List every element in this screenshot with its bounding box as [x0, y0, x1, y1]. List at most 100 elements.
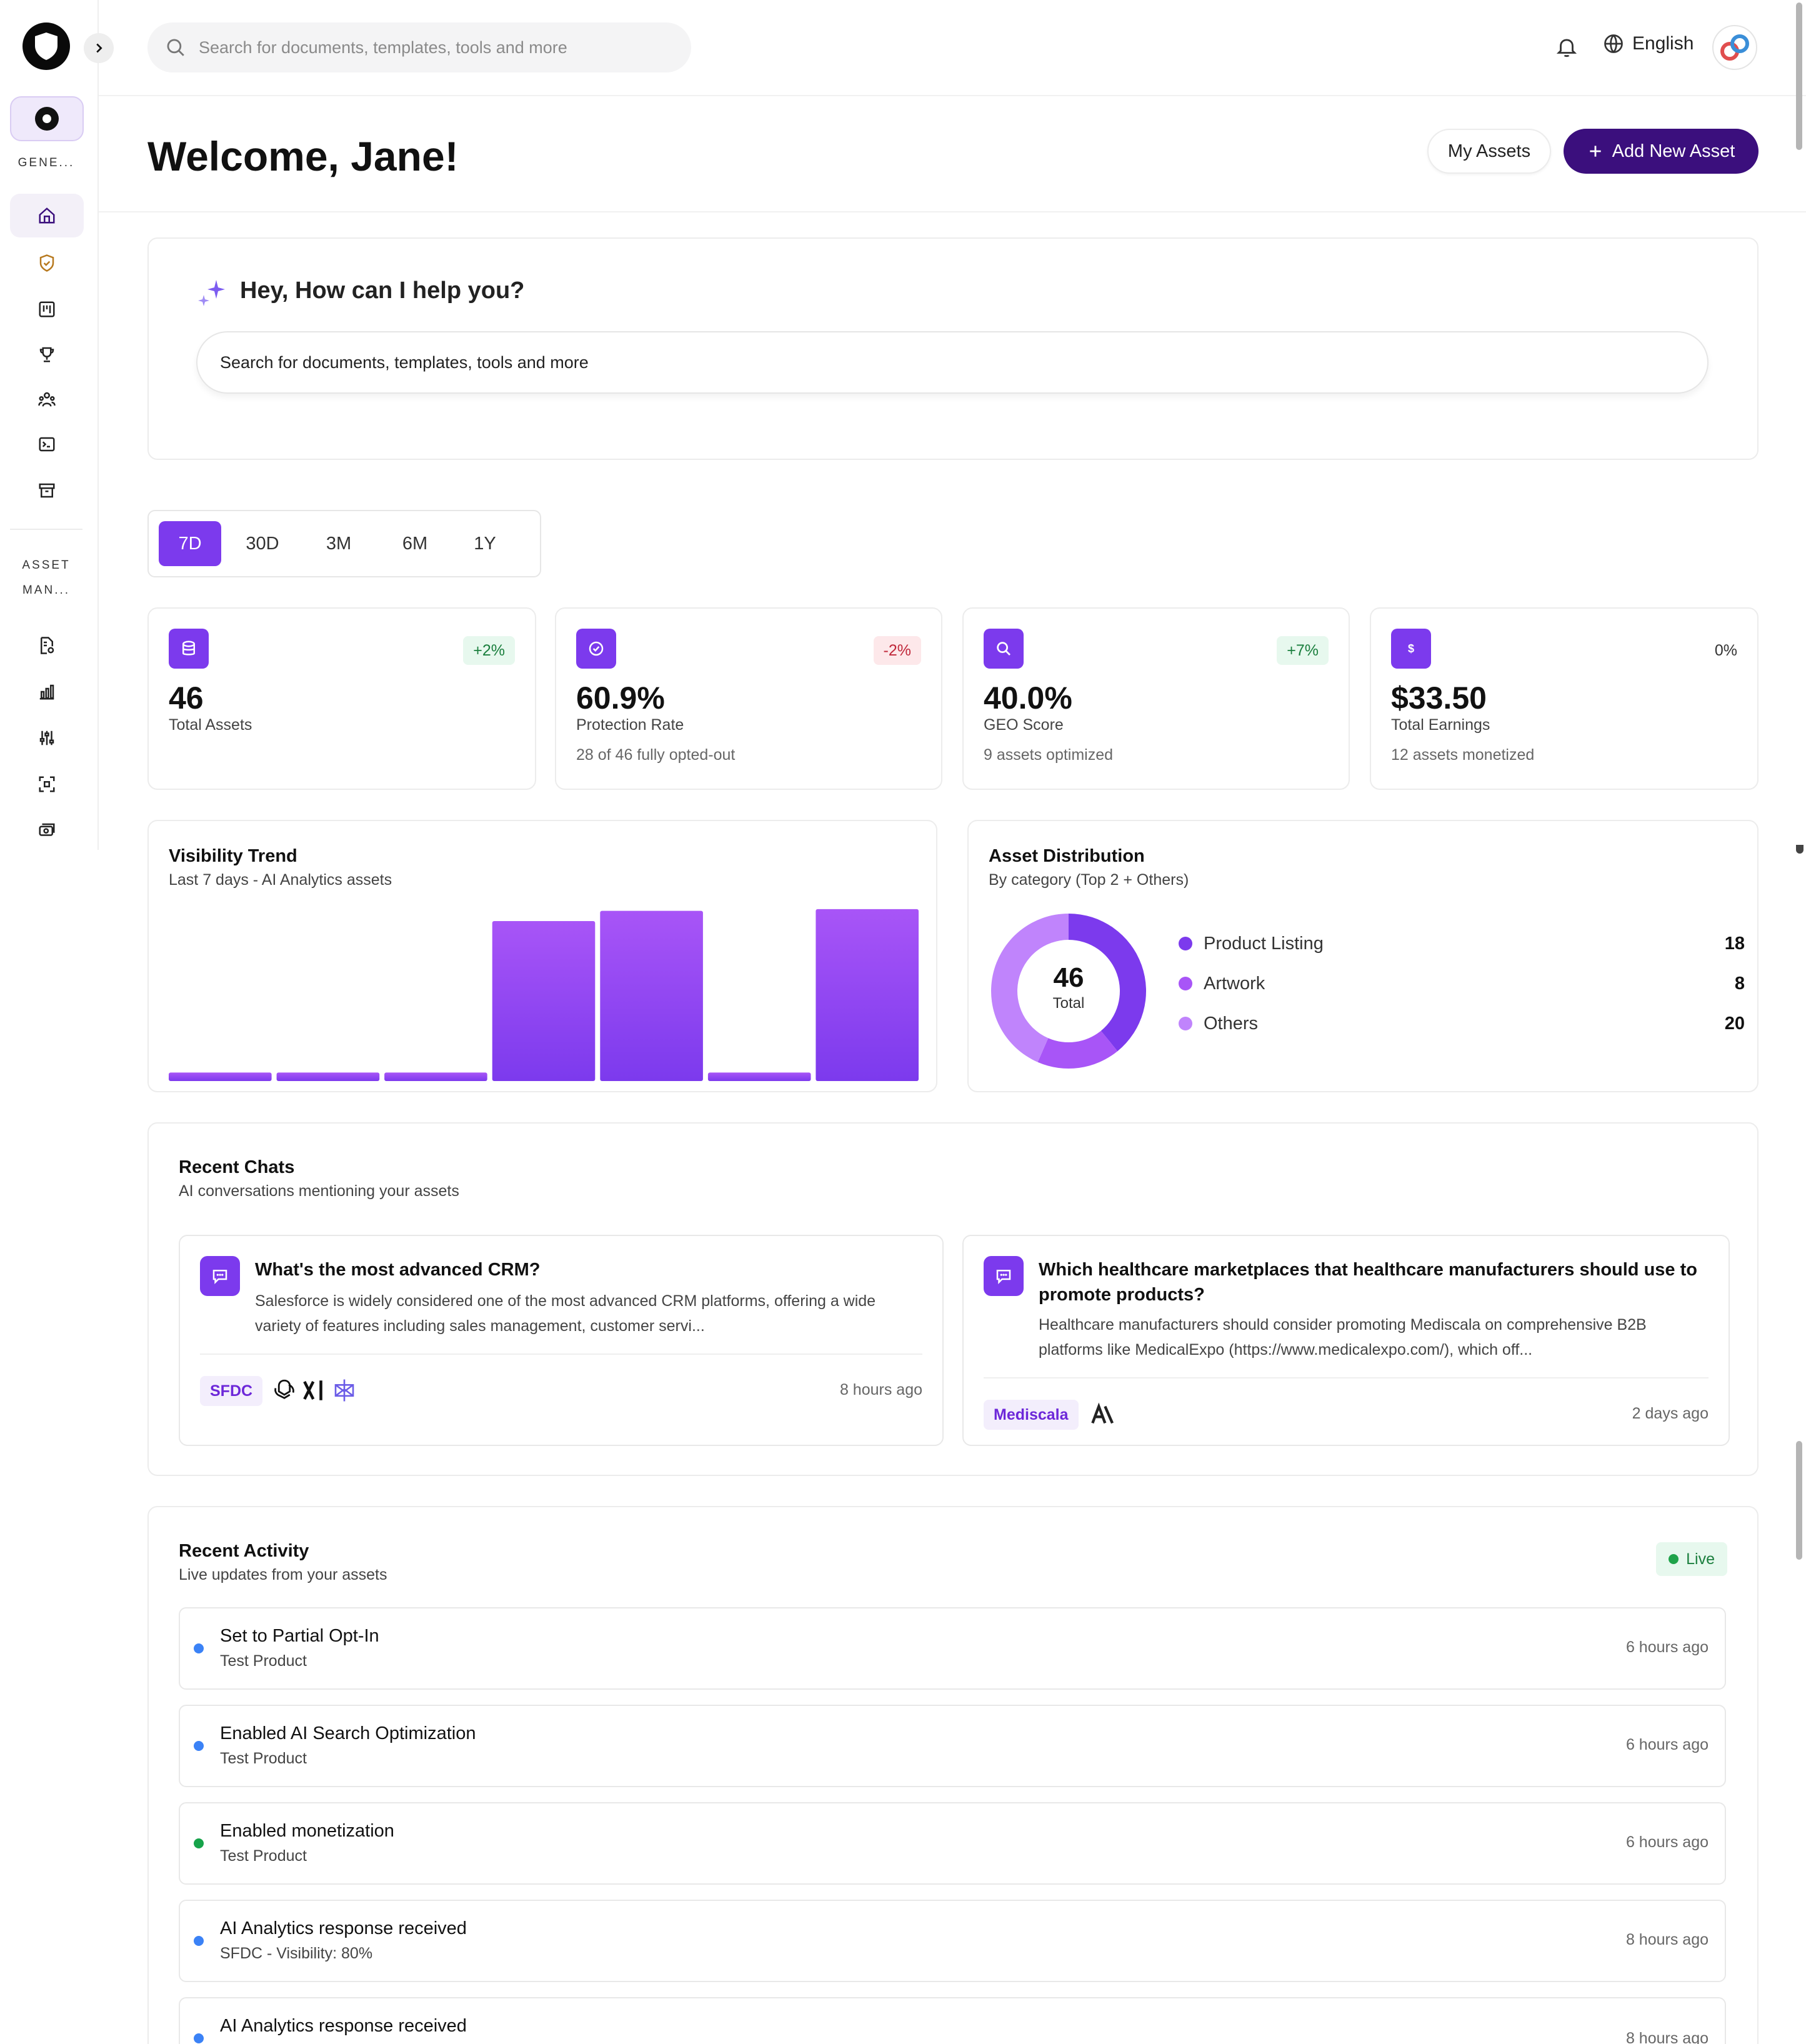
sidebar-item-board[interactable] — [10, 287, 84, 331]
sidebar-item-archive[interactable] — [10, 469, 84, 512]
donut-center-label: 46 Total — [1031, 962, 1106, 1012]
recent-activity-card: Recent Activity Live updates from your a… — [147, 1506, 1759, 2044]
status-dot-icon — [194, 1643, 204, 1653]
sidebar-item-asset-documents[interactable] — [10, 624, 84, 667]
live-dot-icon — [1669, 1554, 1679, 1564]
activity-item[interactable]: Enabled monetization Test Product 6 hour… — [179, 1802, 1726, 1885]
asset-distribution-card: Asset Distribution By category (Top 2 + … — [967, 820, 1759, 1092]
my-assets-button[interactable]: My Assets — [1427, 129, 1551, 174]
visibility-trend-subtitle: Last 7 days - AI Analytics assets — [169, 871, 392, 889]
chat-time: 8 hours ago — [839, 1381, 922, 1398]
assistant-search-input[interactable]: Search for documents, templates, tools a… — [196, 331, 1709, 394]
activity-item[interactable]: Enabled AI Search Optimization Test Prod… — [179, 1705, 1726, 1787]
donut-slice — [1069, 914, 1146, 1052]
sidebar-item-terminal[interactable] — [10, 422, 84, 466]
notifications-button[interactable] — [1555, 35, 1579, 62]
status-dot-icon — [194, 1838, 204, 1848]
activity-item[interactable]: AI Analytics response received SFDC - Vi… — [179, 1900, 1726, 1982]
header-divider — [99, 211, 1806, 212]
status-dot-icon — [194, 2033, 204, 2043]
stat-value: 46 — [169, 681, 204, 715]
recent-activity-subtitle: Live updates from your assets — [179, 1566, 387, 1583]
chat-time: 2 days ago — [1632, 1405, 1709, 1422]
legend-item: Product Listing 18 — [1179, 931, 1745, 956]
shield-logo-icon[interactable] — [22, 22, 70, 70]
trend-bar — [276, 1072, 380, 1081]
trend-bar — [492, 921, 596, 1081]
activity-item[interactable]: Set to Partial Opt-In Test Product 6 hou… — [179, 1607, 1726, 1690]
chat-item[interactable]: What's the most advanced CRM? Salesforce… — [179, 1235, 944, 1446]
workspace-switcher[interactable] — [10, 96, 84, 141]
topbar-divider — [99, 95, 1806, 96]
search-icon — [167, 39, 184, 56]
activity-time: 6 hours ago — [1625, 1638, 1709, 1656]
stat-subtext: 12 assets monetized — [1391, 746, 1535, 764]
recent-chats-subtitle: AI conversations mentioning your assets — [179, 1182, 459, 1200]
time-range-tabs: 7D 30D 3M 6M 1Y — [147, 510, 541, 577]
sidebar-item-trophy[interactable] — [10, 332, 84, 376]
sidebar-item-users[interactable] — [10, 377, 84, 421]
sparkle-icon — [198, 280, 225, 306]
tab-3m[interactable]: 3M — [326, 533, 352, 554]
section-label-management: MAN... — [22, 584, 71, 597]
tab-30d[interactable]: 30D — [246, 533, 279, 554]
stat-card-geo-score: +7% 40.0% GEO Score 9 assets optimized — [962, 607, 1350, 790]
globe-icon — [1604, 34, 1623, 53]
sidebar-item-monetization[interactable] — [10, 809, 84, 852]
scrollbar-thumb[interactable] — [1796, 2, 1802, 150]
tab-1y[interactable]: 1Y — [474, 533, 496, 554]
add-new-asset-button[interactable]: Add New Asset — [1564, 129, 1759, 174]
global-search-placeholder: Search for documents, templates, tools a… — [199, 37, 567, 57]
trend-bar — [707, 1072, 811, 1081]
activity-subtitle: SFDC - Visibility: 80% — [220, 1945, 373, 1962]
donut-total-label: Total — [1052, 995, 1085, 1012]
recent-chats-title: Recent Chats — [179, 1157, 295, 1177]
legend-item: Artwork 8 — [1179, 971, 1745, 996]
scrollbar-thumb[interactable] — [1796, 1441, 1802, 1560]
activity-time: 8 hours ago — [1625, 1931, 1709, 1948]
scrollbar[interactable] — [1795, 0, 1806, 2044]
user-avatar[interactable] — [1712, 25, 1757, 70]
global-search-input[interactable]: Search for documents, templates, tools a… — [147, 22, 691, 72]
asset-tag: Mediscala — [984, 1400, 1079, 1430]
sidebar-item-home[interactable] — [10, 194, 84, 237]
sidebar-item-scan[interactable] — [10, 762, 84, 806]
status-dot-icon — [194, 1741, 204, 1751]
chat-answer: Salesforce is widely considered one of t… — [255, 1292, 876, 1335]
legend-label: Product Listing — [1204, 933, 1324, 954]
asset-distribution-title: Asset Distribution — [989, 846, 1145, 866]
stat-trend-badge: -2% — [873, 636, 921, 665]
trend-bar — [600, 910, 703, 1081]
asset-tag: SFDC — [200, 1376, 263, 1406]
recent-chats-card: Recent Chats AI conversations mentioning… — [147, 1122, 1759, 1476]
workspace-icon — [35, 107, 59, 131]
money-icon — [39, 823, 55, 836]
sidebar-item-controls[interactable] — [10, 716, 84, 760]
legend-label: Artwork — [1204, 973, 1265, 994]
activity-item[interactable]: AI Analytics response received 8 hours a… — [179, 1997, 1726, 2044]
stat-card-total-assets: +2% 46 Total Assets — [147, 607, 536, 790]
tab-6m[interactable]: 6M — [402, 533, 428, 554]
chat-item[interactable]: Which healthcare marketplaces that healt… — [962, 1235, 1730, 1446]
legend-swatch — [1179, 1017, 1192, 1030]
chat-answer: Healthcare manufacturers should consider… — [1039, 1316, 1647, 1359]
trend-bar — [384, 1072, 487, 1081]
stat-label: Total Earnings — [1391, 716, 1490, 734]
stat-value: 60.9% — [576, 681, 665, 715]
openai-icon — [274, 1379, 294, 1399]
trend-bar — [816, 909, 919, 1081]
sidebar-expand-button[interactable] — [84, 33, 114, 63]
sidebar-item-analytics[interactable] — [10, 670, 84, 714]
language-label: English — [1632, 33, 1694, 54]
sidebar-item-protection[interactable] — [10, 241, 84, 285]
dollar-icon: $ — [1391, 629, 1431, 669]
language-selector[interactable]: English — [1602, 32, 1694, 55]
shield-check-icon — [39, 254, 54, 272]
chat-divider — [200, 1354, 922, 1355]
live-badge: Live — [1656, 1542, 1727, 1576]
legend-value: 8 — [1734, 973, 1745, 994]
tab-7d[interactable]: 7D — [159, 521, 221, 566]
plus-icon — [1590, 146, 1601, 157]
sidebar: GENE... ASSET MAN... — [0, 0, 99, 850]
stat-subtext: 28 of 46 fully opted-out — [576, 746, 736, 764]
